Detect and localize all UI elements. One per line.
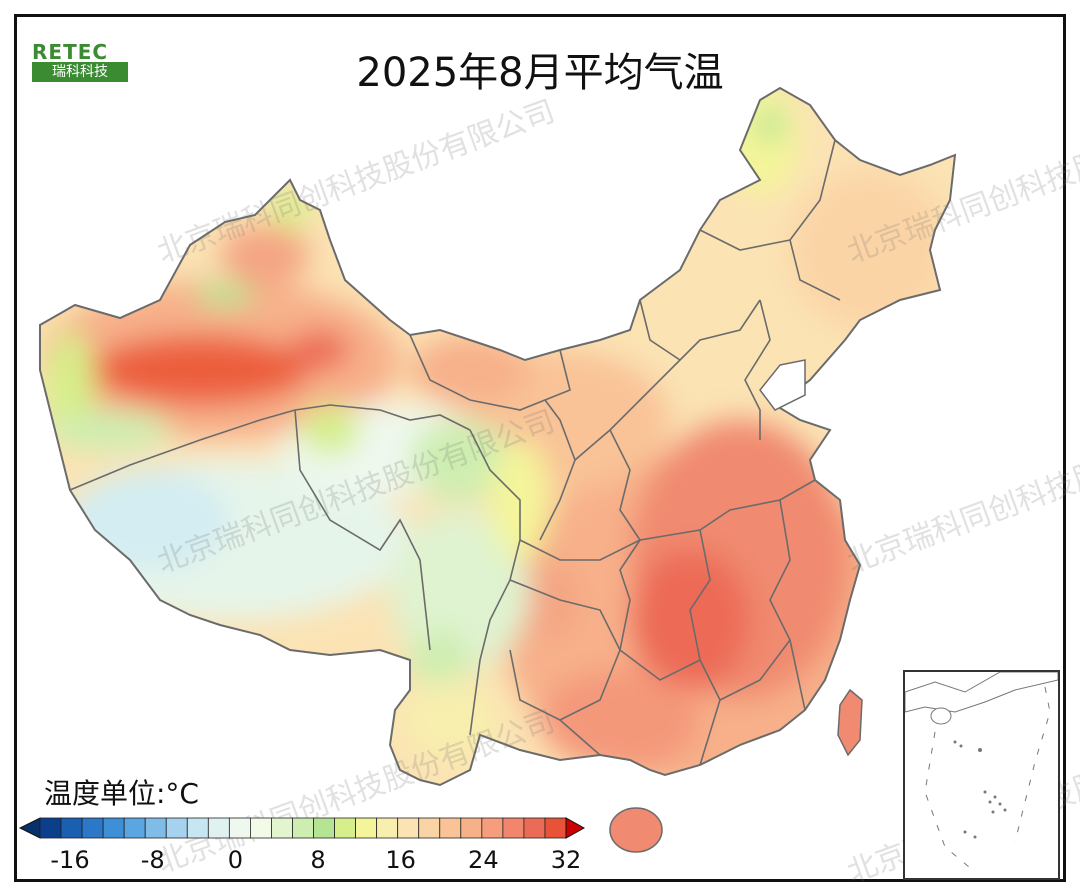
legend-color-cell bbox=[355, 817, 378, 839]
logo-mark: RETEC bbox=[32, 40, 109, 64]
legend-color-cell bbox=[313, 817, 335, 839]
legend-color-cell bbox=[271, 817, 293, 839]
legend-color-cell bbox=[502, 817, 525, 839]
legend-color-cell bbox=[439, 817, 462, 839]
legend-color-cell bbox=[39, 817, 62, 839]
legend-color-cell bbox=[544, 817, 567, 839]
legend-tick-label: 8 bbox=[310, 846, 326, 874]
legend-left-arrow bbox=[18, 817, 41, 839]
legend-color-cell bbox=[460, 817, 483, 839]
unit-label: 温度单位:°C bbox=[44, 777, 199, 810]
legend-color-cell bbox=[186, 817, 209, 839]
legend-color-cell bbox=[397, 817, 420, 839]
legend-color-cell bbox=[249, 817, 272, 839]
legend-color-cell bbox=[207, 817, 230, 839]
logo-name: 瑞科科技 bbox=[32, 62, 128, 82]
legend-tick-label: 32 bbox=[550, 846, 582, 874]
legend-color-cell bbox=[292, 817, 314, 839]
legend-color-cell bbox=[102, 817, 125, 839]
legend-color-cell bbox=[523, 817, 546, 839]
legend-color-cell bbox=[418, 817, 441, 839]
legend-color-cell bbox=[123, 817, 146, 839]
legend-tick-label: 16 bbox=[385, 846, 416, 874]
south-china-sea-inset bbox=[903, 670, 1060, 880]
legend-color-cell bbox=[165, 817, 188, 839]
legend-color-cell bbox=[334, 817, 356, 839]
legend-color-cell bbox=[228, 817, 251, 839]
map-frame bbox=[14, 14, 1066, 882]
legend-color-cell bbox=[376, 817, 399, 839]
color-legend bbox=[18, 817, 586, 839]
legend-tick-label: -8 bbox=[140, 846, 165, 874]
legend-tick-label: -16 bbox=[50, 846, 90, 874]
legend-right-arrow bbox=[565, 817, 586, 839]
legend-color-cell bbox=[144, 817, 167, 839]
legend-color-cell bbox=[60, 817, 83, 839]
legend-tick-label: 0 bbox=[227, 846, 243, 874]
inset-map bbox=[904, 671, 1059, 873]
legend-tick-label: 24 bbox=[468, 846, 499, 874]
map-title: 2025年8月平均气温 bbox=[356, 50, 724, 96]
company-logo: RETEC 瑞科科技 bbox=[32, 42, 128, 82]
legend-color-cell bbox=[81, 817, 104, 839]
legend-color-cell bbox=[481, 817, 504, 839]
